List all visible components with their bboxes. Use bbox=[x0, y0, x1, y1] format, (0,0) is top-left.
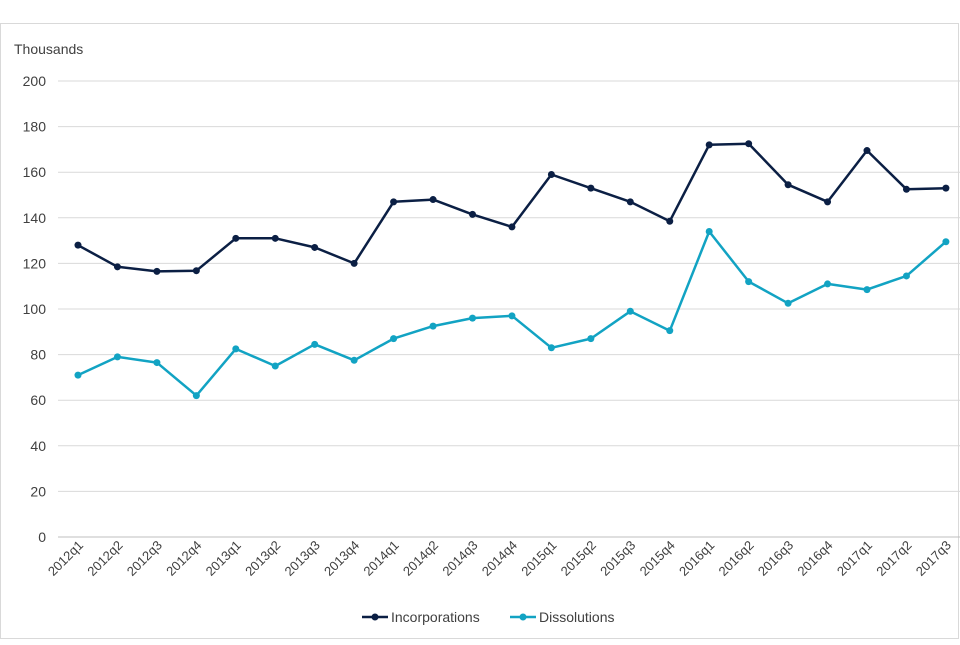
x-tick-label: 2017q1 bbox=[834, 538, 875, 579]
data-point-dissolutions bbox=[271, 362, 279, 370]
x-tick-label: 2014q2 bbox=[400, 538, 441, 579]
y-tick-label: 40 bbox=[30, 438, 46, 454]
x-tick-label: 2013q3 bbox=[282, 538, 323, 579]
legend: Incorporations Dissolutions bbox=[362, 609, 614, 625]
data-point-incorporations bbox=[508, 223, 516, 231]
data-point-dissolutions bbox=[232, 345, 240, 353]
data-point-incorporations bbox=[350, 259, 358, 267]
data-point-dissolutions bbox=[192, 392, 200, 400]
data-point-dissolutions bbox=[547, 344, 555, 352]
x-tick-label: 2014q4 bbox=[479, 538, 520, 579]
data-point-dissolutions bbox=[311, 340, 319, 348]
data-point-incorporations bbox=[587, 184, 595, 192]
data-point-incorporations bbox=[863, 147, 871, 155]
data-point-incorporations bbox=[469, 210, 476, 218]
x-tick-label: 2015q2 bbox=[558, 538, 599, 579]
y-tick-label: 20 bbox=[30, 483, 46, 499]
legend-marker-dissolutions bbox=[519, 613, 527, 621]
y-axis-ticks: 0 20 40 60 80 100 120 140 160 180 200 bbox=[23, 73, 47, 545]
y-tick-label: 100 bbox=[23, 301, 47, 317]
data-point-dissolutions bbox=[350, 356, 358, 364]
y-tick-label: 0 bbox=[38, 529, 46, 545]
x-tick-label: 2017q3 bbox=[913, 538, 954, 579]
data-point-incorporations bbox=[824, 198, 832, 206]
gridlines bbox=[58, 80, 960, 538]
y-tick-label: 180 bbox=[23, 119, 47, 135]
data-point-dissolutions bbox=[390, 335, 398, 343]
data-point-incorporations bbox=[74, 241, 82, 249]
data-point-incorporations bbox=[745, 140, 753, 148]
legend-item-incorporations: Incorporations bbox=[362, 609, 480, 625]
data-point-incorporations bbox=[271, 234, 279, 242]
data-point-dissolutions bbox=[902, 272, 910, 280]
x-tick-label: 2012q3 bbox=[124, 538, 165, 579]
y-tick-label: 80 bbox=[30, 347, 46, 363]
data-point-incorporations bbox=[429, 196, 437, 204]
x-tick-label: 2013q2 bbox=[242, 538, 283, 579]
x-tick-label: 2012q2 bbox=[84, 538, 125, 579]
x-tick-label: 2017q2 bbox=[873, 538, 914, 579]
data-point-incorporations bbox=[942, 184, 950, 192]
data-point-incorporations bbox=[311, 243, 319, 251]
data-point-dissolutions bbox=[705, 227, 713, 235]
chart-border bbox=[0, 23, 959, 639]
legend-marker-incorporations bbox=[371, 613, 379, 621]
data-point-incorporations bbox=[153, 267, 161, 275]
data-point-dissolutions bbox=[469, 314, 476, 322]
data-point-incorporations bbox=[784, 181, 792, 189]
x-tick-label: 2016q2 bbox=[715, 538, 756, 579]
legend-item-dissolutions: Dissolutions bbox=[510, 609, 614, 625]
data-point-dissolutions bbox=[429, 322, 437, 330]
x-tick-label: 2015q4 bbox=[637, 538, 678, 579]
data-point-dissolutions bbox=[784, 299, 792, 307]
data-point-dissolutions bbox=[745, 278, 753, 286]
data-point-incorporations bbox=[902, 185, 910, 193]
data-point-dissolutions bbox=[153, 359, 161, 367]
legend-label-dissolutions: Dissolutions bbox=[539, 609, 614, 625]
data-point-incorporations bbox=[626, 198, 634, 206]
x-tick-label: 2012q1 bbox=[45, 538, 86, 579]
data-point-dissolutions bbox=[74, 371, 82, 379]
series-group bbox=[74, 140, 950, 400]
x-tick-label: 2015q3 bbox=[597, 538, 638, 579]
x-tick-label: 2014q1 bbox=[360, 538, 401, 579]
data-point-incorporations bbox=[113, 263, 121, 271]
x-tick-label: 2013q4 bbox=[321, 538, 362, 579]
x-tick-label: 2014q3 bbox=[439, 538, 480, 579]
x-axis-ticks: 2012q12012q22012q32012q42013q12013q22013… bbox=[45, 538, 954, 579]
data-point-dissolutions bbox=[824, 280, 832, 288]
y-tick-label: 140 bbox=[23, 210, 47, 226]
y-tick-label: 60 bbox=[30, 392, 46, 408]
y-tick-label: 120 bbox=[23, 255, 47, 271]
data-point-incorporations bbox=[232, 234, 240, 242]
x-tick-label: 2013q1 bbox=[203, 538, 244, 579]
data-point-incorporations bbox=[547, 170, 555, 178]
data-point-dissolutions bbox=[508, 312, 516, 320]
y-tick-label: 200 bbox=[23, 73, 47, 89]
x-tick-label: 2016q1 bbox=[676, 538, 717, 579]
data-point-dissolutions bbox=[113, 353, 121, 361]
data-point-dissolutions bbox=[587, 335, 595, 343]
data-point-dissolutions bbox=[863, 286, 871, 294]
data-point-incorporations bbox=[390, 198, 398, 206]
series-line-incorporations bbox=[77, 142, 946, 273]
unit-label: Thousands bbox=[14, 41, 83, 57]
data-point-incorporations bbox=[192, 267, 200, 275]
data-point-dissolutions bbox=[942, 238, 950, 246]
data-point-incorporations bbox=[666, 217, 674, 225]
x-tick-label: 2016q3 bbox=[755, 538, 796, 579]
y-tick-label: 160 bbox=[23, 164, 47, 180]
x-tick-label: 2012q4 bbox=[163, 538, 204, 579]
x-tick-label: 2015q1 bbox=[518, 538, 559, 579]
legend-label-incorporations: Incorporations bbox=[391, 609, 480, 625]
data-point-dissolutions bbox=[666, 327, 674, 335]
x-tick-label: 2016q4 bbox=[794, 538, 835, 579]
data-point-dissolutions bbox=[626, 307, 634, 315]
data-point-incorporations bbox=[705, 141, 713, 149]
